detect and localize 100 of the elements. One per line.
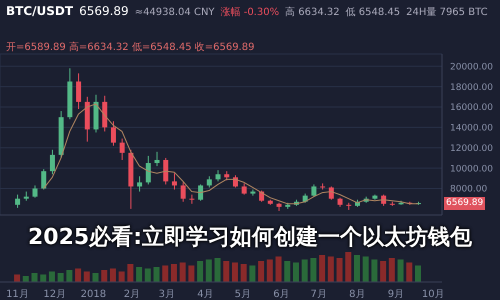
x-tick-label: 5月 [234,289,251,300]
x-tick-label: 10月 [422,289,445,300]
bar [14,274,20,282]
candlestick [216,170,221,182]
x-tick-label: 7月 [310,289,327,300]
bar [258,261,264,282]
text: 6569.89 [444,197,486,210]
text: 2025必看:立即学习如何创建一个以太坊钱包 [26,224,474,252]
candlestick [302,193,308,204]
bar [48,272,55,282]
candlestick [311,184,316,198]
candlestick [137,176,142,192]
y-tick-label: 20000.00 [450,62,494,72]
bar [319,255,326,282]
candlestick [198,184,204,202]
bar [197,261,204,282]
bar [127,264,134,282]
bar [92,273,99,282]
candlestick [120,138,125,160]
chart-title: BTC/USDT [6,4,74,18]
x-tick-label: 2月 [124,289,140,300]
x-tick-label: 11月 [6,289,29,300]
bar [75,268,82,282]
bar [118,272,125,282]
bar [84,272,90,282]
bar [144,268,151,282]
y-tick-label: 14000.00 [450,124,494,134]
bar [223,261,230,282]
bar [240,264,247,282]
bar [266,260,273,282]
bar [354,255,360,282]
bar [22,276,29,282]
bar [292,262,299,282]
candlestick [163,157,168,185]
bar [66,270,72,282]
bar [345,252,352,282]
candlestick [24,191,29,202]
candlestick [41,168,46,190]
text: 6569.89 [79,4,129,18]
candlestick [224,170,230,181]
bar [388,258,395,282]
candlestick [15,194,20,208]
bar [188,266,194,282]
bar [328,256,334,282]
bar [302,260,308,282]
y-tick-label: 10000.00 [450,164,494,174]
y-tick-label: 12000.00 [450,144,494,154]
text: 涨幅 -0.30% [220,6,280,19]
bar [362,256,369,282]
x-tick-label: 4月 [197,289,214,300]
bar [398,260,404,282]
candlestick [154,151,160,167]
candlestick [180,182,186,202]
y-tick-label: 18000.00 [450,82,494,93]
candlestick [206,176,212,188]
x-tick-label: 3月 [158,289,176,300]
bar [58,273,64,282]
bar [336,258,343,282]
bar [101,270,108,282]
candlestick [110,120,116,146]
y-tick-label: 16000.00 [450,103,494,114]
bar [170,264,177,282]
bar [284,261,290,282]
bar [180,262,186,282]
candlestick [32,184,38,198]
text: 高 6634.32 [285,6,340,19]
bar [414,266,421,282]
candlestick [242,182,247,196]
y-tick-label: 8000.00 [450,184,488,195]
bar [406,262,412,282]
bar [162,266,168,282]
text: 24H量 7965 BTC [406,6,488,19]
bar [249,266,256,282]
bar [276,256,282,282]
bar [136,267,142,282]
candlestick [381,194,386,206]
bar [32,273,38,282]
text: ≈44938.04 CNY [134,7,215,18]
text: 开=6589.89 高=6634.32 低=6548.45 收=6569.89 [6,40,254,54]
x-tick-label: 12月 [43,289,66,300]
candlestick [172,172,177,190]
bar [40,274,46,282]
bar [206,260,212,282]
text: 低 6548.45 [346,6,400,19]
x-tick-label: 8月 [349,289,366,300]
bar [154,267,160,282]
candlestick [338,197,343,208]
bar [371,260,378,282]
candlestick [50,149,55,175]
bar [214,258,221,282]
bar [232,262,238,282]
x-tick-label: 2018 [80,289,106,300]
candlestick [76,72,82,110]
bar [380,261,386,282]
bar [310,258,316,282]
bar [110,268,116,282]
x-tick-label: 6月 [273,289,290,300]
candlestick [146,155,151,185]
candlestick [189,194,194,204]
x-tick-label: 9月 [388,289,404,300]
